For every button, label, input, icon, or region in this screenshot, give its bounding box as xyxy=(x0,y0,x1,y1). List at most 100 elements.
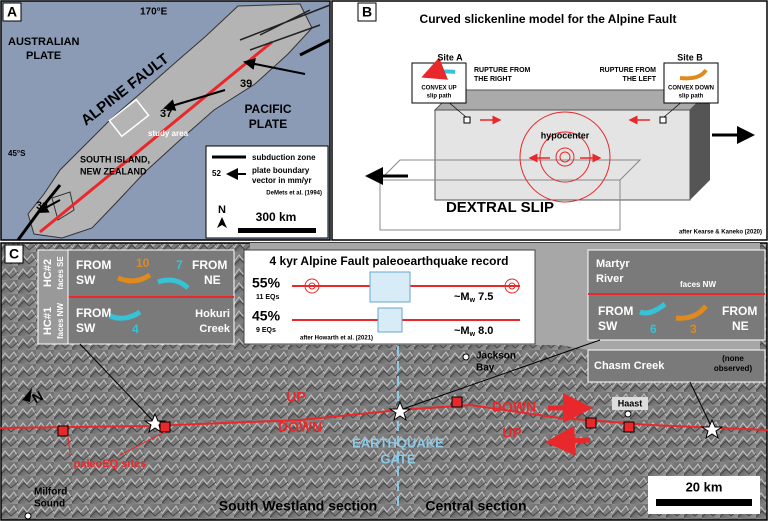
vector xyxy=(243,58,306,75)
sites-label: paleoEQ sites xyxy=(74,458,147,470)
legend-text: vector in mm/yr xyxy=(252,176,312,185)
direction: SW xyxy=(598,319,618,333)
plate-label: PACIFIC xyxy=(244,102,291,116)
vector xyxy=(163,89,226,111)
direction: FROM xyxy=(76,258,111,272)
island-label: NEW ZEALAND xyxy=(80,166,147,176)
town xyxy=(462,353,470,361)
note: (none xyxy=(722,354,744,363)
hc-column xyxy=(37,249,69,345)
town-label-bg xyxy=(612,397,648,410)
vector xyxy=(36,199,61,213)
motion: UP xyxy=(502,425,521,441)
legend-source: DeMets et al. (1994) xyxy=(266,191,322,197)
north: N xyxy=(218,204,226,216)
rupture-text: THE LEFT xyxy=(623,76,657,83)
block-side xyxy=(690,90,710,200)
direction: NE xyxy=(732,319,749,333)
island-label: SOUTH ISLAND, xyxy=(80,154,150,164)
path-text: CONVEX UP xyxy=(421,86,456,92)
site-box xyxy=(663,62,719,104)
islet xyxy=(51,191,75,221)
motion: UP xyxy=(286,389,305,405)
motion: DOWN xyxy=(278,419,322,435)
plate-label: AUSTRALIAN xyxy=(8,36,80,48)
path-text: CONVEX DOWN xyxy=(668,86,714,92)
legend xyxy=(205,145,329,239)
site-marker xyxy=(659,116,667,124)
latitude: 45°S xyxy=(8,149,26,158)
magnitude: ~Mw 7.5 xyxy=(454,291,493,304)
leader xyxy=(79,343,156,424)
site-star xyxy=(388,400,412,422)
direction: FROM xyxy=(76,306,111,320)
study-area-box xyxy=(108,98,150,138)
south-island xyxy=(27,3,313,239)
scale-bg xyxy=(648,476,760,514)
alpine-fault-line xyxy=(39,40,273,234)
scale-label: 20 km xyxy=(686,479,723,494)
panel-label: A xyxy=(7,4,17,20)
creek-name: Chasm Creek xyxy=(594,360,665,372)
rate: 34 xyxy=(36,200,49,212)
faults xyxy=(239,4,331,51)
river-name: Martyr xyxy=(596,258,630,270)
source: after Kearse & Kaneko (2020) xyxy=(679,230,762,236)
note: observed) xyxy=(714,364,753,373)
legend-text: 52 xyxy=(212,169,221,178)
hc-faces: faces NW xyxy=(56,303,65,339)
count: 7 xyxy=(176,258,183,272)
percent: 45% xyxy=(252,308,281,324)
rupture-text: RUPTURE FROM xyxy=(600,67,657,74)
magnitude: ~Mw 8.0 xyxy=(454,325,493,338)
motion-arrow xyxy=(545,425,591,456)
magnitude-sub: w xyxy=(469,297,476,304)
scale-bar xyxy=(238,228,316,233)
paleoeq-sites xyxy=(57,396,635,437)
legend-text: subduction zone xyxy=(252,153,316,162)
title: Curved slickenline model for the Alpine … xyxy=(420,12,677,26)
leader xyxy=(689,381,713,429)
place: Sound xyxy=(34,499,65,510)
creek-name: Hokuri xyxy=(195,308,230,320)
legend-text: plate boundary xyxy=(252,166,310,175)
study-area-label: study area xyxy=(148,129,189,138)
panel-b: B Curved slickenline model for the Alpin… xyxy=(331,0,768,241)
magnitude-sub: w xyxy=(469,331,476,338)
subduction-ne xyxy=(299,38,331,57)
plate-label: PLATE xyxy=(249,117,287,131)
path-text: slip path xyxy=(427,94,452,100)
scale-label: 300 km xyxy=(256,210,297,224)
place: Jackson xyxy=(476,351,516,362)
hc-label: HC#1 xyxy=(42,307,54,335)
direction: FROM xyxy=(722,304,757,318)
rate: 39 xyxy=(240,78,252,90)
magnitude-prefix: ~M xyxy=(454,291,470,303)
percent: 55% xyxy=(252,275,281,291)
rupture-text: RUPTURE FROM xyxy=(474,67,531,74)
leader xyxy=(119,431,166,456)
gate: GATE xyxy=(380,451,415,466)
leader xyxy=(399,339,601,411)
slip-arrow xyxy=(117,272,152,284)
gate-icon xyxy=(369,271,411,303)
record-title: 4 kyr Alpine Fault paleoearthquake recor… xyxy=(270,254,509,268)
panel-c: C HC#2 faces SE HC#1 faces NW FROM SW 10… xyxy=(0,242,768,521)
scale-bar xyxy=(656,499,752,506)
plate-label: PLATE xyxy=(26,50,61,62)
north-arrow xyxy=(22,388,32,402)
magnitude-prefix: ~M xyxy=(454,325,470,337)
site-star xyxy=(700,418,724,440)
gate-icon xyxy=(377,307,403,333)
panel-label: B xyxy=(362,4,372,20)
site-name: Site A xyxy=(437,52,463,62)
record-source: after Howarth et al. (2021) xyxy=(300,336,373,342)
fault-plane xyxy=(434,109,691,201)
river-name: River xyxy=(596,273,624,285)
chasm-box xyxy=(587,349,766,383)
magnitude-value: 8.0 xyxy=(475,325,493,337)
count: 3 xyxy=(690,322,697,336)
gate: EARTHQUAKE xyxy=(352,435,444,450)
place: Bay xyxy=(476,363,495,374)
